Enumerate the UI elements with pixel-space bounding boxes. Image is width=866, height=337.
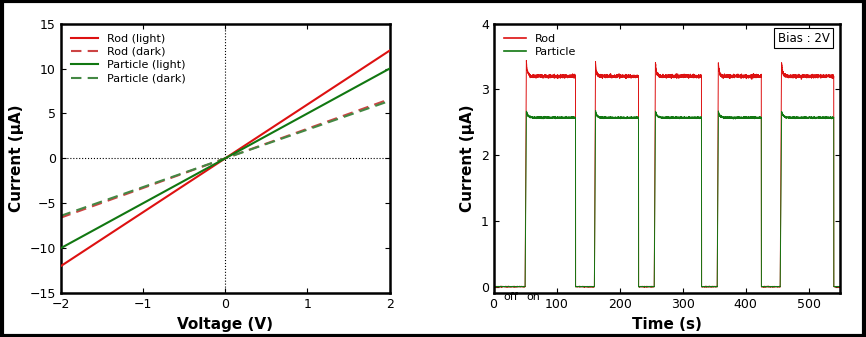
Text: Bias : 2V: Bias : 2V <box>778 32 830 45</box>
Text: off: off <box>503 292 518 302</box>
X-axis label: Time (s): Time (s) <box>632 316 701 332</box>
Y-axis label: Current (μA): Current (μA) <box>9 105 24 212</box>
X-axis label: Voltage (V): Voltage (V) <box>178 316 273 332</box>
Text: on: on <box>527 292 540 302</box>
Legend: Rod (light), Rod (dark), Particle (light), Particle (dark): Rod (light), Rod (dark), Particle (light… <box>66 29 191 88</box>
Y-axis label: Current (μA): Current (μA) <box>460 105 475 212</box>
Legend: Rod, Particle: Rod, Particle <box>499 29 580 61</box>
